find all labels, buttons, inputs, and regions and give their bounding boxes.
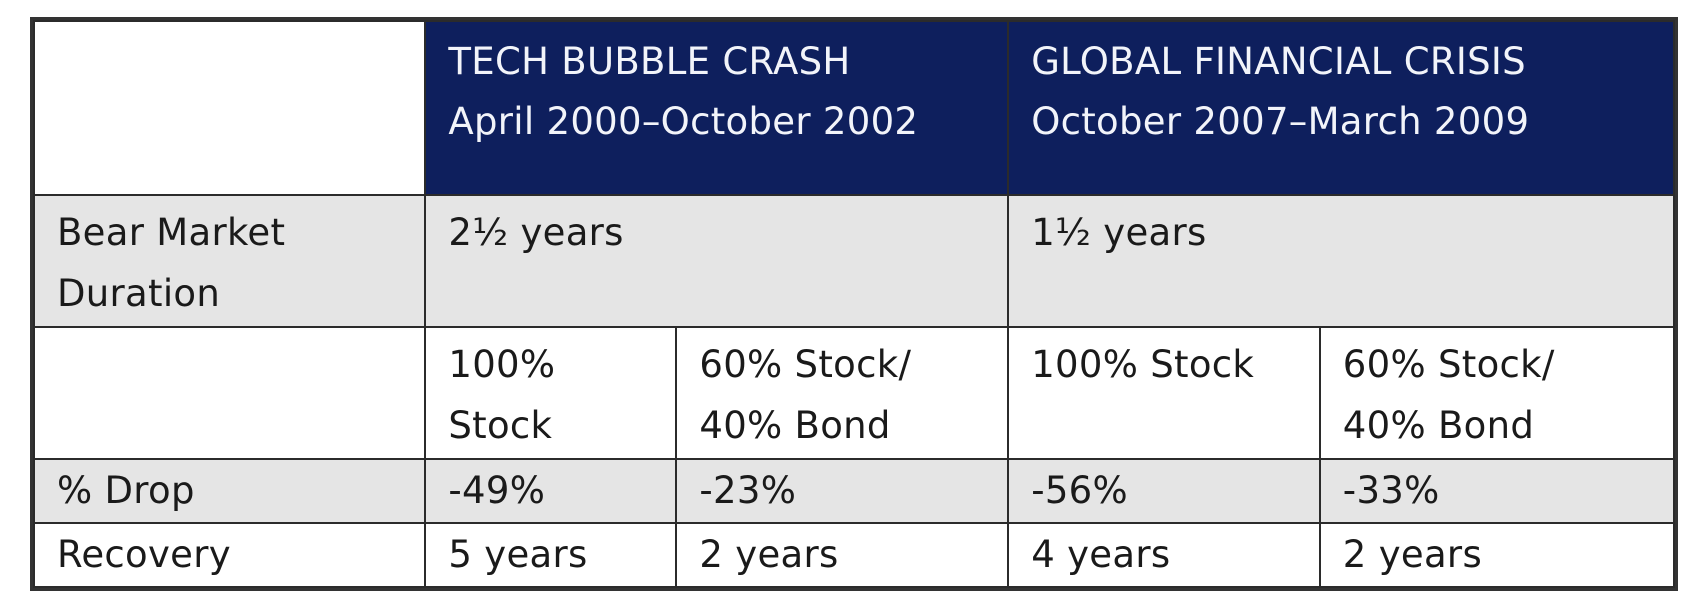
portfolio-row: 100% Stock 60% Stock/ 40% Bond 100% Stoc… [32, 325, 1676, 460]
recovery-row: Recovery 5 years 2 years 4 years 2 years [32, 521, 1676, 589]
gfc-mix-drop-cell: -33% [1318, 457, 1676, 524]
tech-stock-line1: 100% [448, 342, 556, 386]
recovery-label-cell: Recovery [32, 521, 427, 589]
tech-mix-line1: 60% Stock/ [699, 342, 912, 386]
tech-duration-cell: 2½ years [424, 193, 1010, 328]
bear-market-comparison-table: TECH BUBBLE CRASH April 2000–October 200… [32, 20, 1676, 589]
gfc-mix-portfolio-cell: 60% Stock/ 40% Bond [1318, 325, 1676, 460]
tech-duration-value: 2½ years [448, 210, 624, 254]
gfc-duration-cell: 1½ years [1007, 193, 1675, 328]
tech-mix-drop: -23% [699, 468, 797, 512]
gfc-stock-drop: -56% [1031, 468, 1128, 512]
gfc-stock-recovery: 4 years [1031, 532, 1171, 576]
tech-mix-recovery: 2 years [699, 532, 839, 576]
table-frame [30, 17, 1678, 591]
gfc-title: GLOBAL FINANCIAL CRISIS [1031, 40, 1526, 83]
gfc-stock-recovery-cell: 4 years [1007, 521, 1321, 589]
gfc-mix-line1: 60% Stock/ [1342, 342, 1555, 386]
header-corner-cell [32, 20, 427, 196]
tech-mix-line2: 40% Bond [699, 403, 891, 447]
gfc-mix-drop: -33% [1342, 468, 1440, 512]
tech-stock-line2: Stock [448, 403, 553, 447]
tech-stock-recovery: 5 years [448, 532, 588, 576]
gfc-mix-line2: 40% Bond [1342, 403, 1535, 447]
gfc-mix-recovery: 2 years [1342, 532, 1483, 576]
gfc-mix-recovery-cell: 2 years [1318, 521, 1676, 589]
tech-bubble-header: TECH BUBBLE CRASH April 2000–October 200… [424, 20, 1010, 196]
duration-row: Bear Market Duration 2½ years 1½ years [32, 193, 1675, 328]
duration-label-line1: Bear Market [57, 210, 286, 254]
drop-label: % Drop [57, 468, 195, 512]
header-row: TECH BUBBLE CRASH April 2000–October 200… [32, 20, 1675, 196]
recovery-label: Recovery [57, 532, 231, 576]
tech-stock-drop-cell: -49% [424, 457, 678, 524]
tech-mix-drop-cell: -23% [675, 457, 1010, 524]
tech-stock-drop: -49% [448, 468, 546, 512]
drop-row: % Drop -49% -23% -56% -33% [32, 457, 1676, 524]
drop-label-cell: % Drop [32, 457, 427, 524]
tech-bubble-title: TECH BUBBLE CRASH [448, 40, 851, 83]
portfolio-label-cell [32, 325, 427, 460]
global-financial-crisis-header: GLOBAL FINANCIAL CRISIS October 2007–Mar… [1007, 20, 1675, 196]
tech-stock-recovery-cell: 5 years [424, 521, 678, 589]
gfc-stock-label: 100% Stock [1031, 342, 1255, 386]
tech-bubble-period: April 2000–October 2002 [448, 100, 919, 143]
gfc-duration-value: 1½ years [1031, 210, 1207, 254]
gfc-stock-portfolio-cell: 100% Stock [1007, 325, 1321, 460]
gfc-stock-drop-cell: -56% [1007, 457, 1321, 524]
tech-mix-portfolio-cell: 60% Stock/ 40% Bond [675, 325, 1010, 460]
duration-label-cell: Bear Market Duration [32, 193, 427, 328]
tech-mix-recovery-cell: 2 years [675, 521, 1010, 589]
tech-stock-portfolio-cell: 100% Stock [424, 325, 678, 460]
duration-label-line2: Duration [57, 271, 221, 315]
gfc-period: October 2007–March 2009 [1031, 100, 1530, 143]
